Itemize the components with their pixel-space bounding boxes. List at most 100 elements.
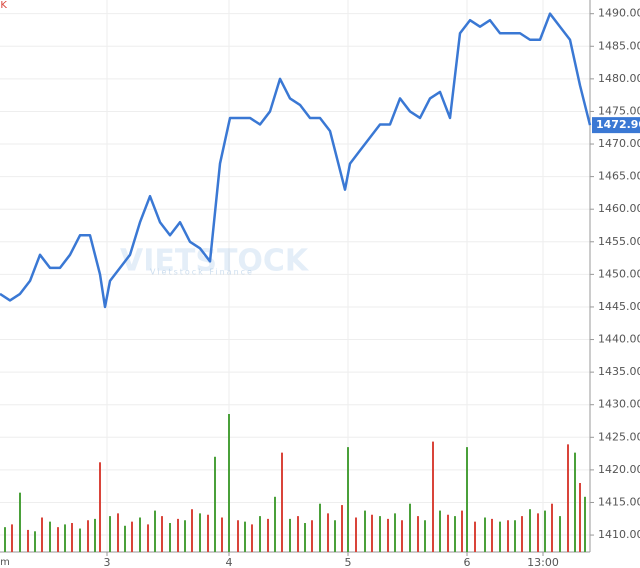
volume-bar [461,510,463,552]
volume-bar [355,517,357,552]
volume-bar [409,503,411,552]
grid [0,0,590,552]
volume-bar [474,521,476,552]
period-label: ám [0,556,10,568]
volume-bar [139,517,141,552]
y-tick-label: 1420.00 [598,463,640,476]
volume-bar [379,516,381,552]
volume-bar [27,529,29,552]
y-tick-label: 1485.00 [598,39,640,52]
volume-bar [147,524,149,552]
volume-bar [251,524,253,552]
volume-bar [281,452,283,552]
volume-bar [228,414,230,552]
volume-bar [439,510,441,552]
volume-bar [221,517,223,552]
volume-bar [4,527,6,552]
volume-bar [334,520,336,552]
price-line [0,12,592,309]
y-tick-label: 1430.00 [598,398,640,411]
volume-bar [447,514,449,552]
volume-bar [432,441,434,552]
volume-bar [466,447,468,552]
volume-bar [401,520,403,552]
volume-bar [267,518,269,552]
volume-bar [214,456,216,552]
volume-bar [417,516,419,552]
volume-bar [207,514,209,552]
volume-bar [184,520,186,552]
volume-bar [551,503,553,552]
volume-axis-label: 4K [0,0,7,11]
volume-bar [387,518,389,552]
volume-bar [567,444,569,552]
volume-bar [484,517,486,552]
volume-bar [57,527,59,552]
volume-bar [347,447,349,552]
volume-bar [297,516,299,552]
volume-bar [579,483,581,552]
y-tick-label: 1490.00 [598,7,640,20]
volume-bar [341,505,343,552]
volume-bar [259,516,261,552]
volume-bar [87,520,89,552]
volume-bar [169,523,171,552]
volume-bar [454,516,456,552]
x-tick-label: 13:00 [527,556,559,568]
volume-bar [124,525,126,552]
volume-bar [289,518,291,552]
volume-bar [191,509,193,552]
volume-bar [521,516,523,552]
x-tick-label: 4 [226,556,233,568]
volume-bar [364,510,366,552]
volume-bar [49,521,51,552]
volume-bar [154,510,156,552]
x-tick-label: 6 [464,556,471,568]
volume-bar [327,513,329,552]
volume-bar [71,523,73,552]
volume-bar [274,496,276,552]
volume-bar [161,516,163,552]
y-tick-label: 1475.00 [598,104,640,117]
volume-bar [199,513,201,552]
volume-bar [559,516,561,552]
y-tick-label: 1415.00 [598,495,640,508]
volume-bar [499,521,501,552]
volume-bar [117,513,119,552]
volume-bar [584,496,586,552]
y-tick-label: 1435.00 [598,365,640,378]
volume-bar [304,523,306,552]
volume-bar [11,524,13,552]
watermark-sub: Vietstock Finance [150,268,254,277]
last-value-label: 1472.90 [596,118,640,131]
volume-bar [529,509,531,552]
volume-bar [311,520,313,552]
volume-bar [19,492,21,552]
volume-bar [34,531,36,552]
volume-bar [244,521,246,552]
x-tick-label: 3 [104,556,111,568]
y-tick-label: 1480.00 [598,72,640,85]
volume-bar [177,518,179,552]
volume-bar [507,520,509,552]
watermark: VIETSTOCK [120,244,310,279]
y-tick-label: 1440.00 [598,333,640,346]
volume-bar [394,513,396,552]
volume-bar [319,503,321,552]
y-tick-label: 1460.00 [598,202,640,215]
y-tick-label: 1425.00 [598,430,640,443]
volume-bar [94,518,96,552]
volume-bar [237,520,239,552]
volume-bar [131,521,133,552]
volume-bar [514,520,516,552]
y-tick-label: 1470.00 [598,137,640,150]
volume-bar [574,452,576,552]
volume-bar [371,514,373,552]
y-tick-label: 1445.00 [598,300,640,313]
volume-bar [544,510,546,552]
volume-bar [424,520,426,552]
y-tick-label: 1410.00 [598,528,640,541]
last-value-box [592,117,640,134]
volume-bar [41,517,43,552]
